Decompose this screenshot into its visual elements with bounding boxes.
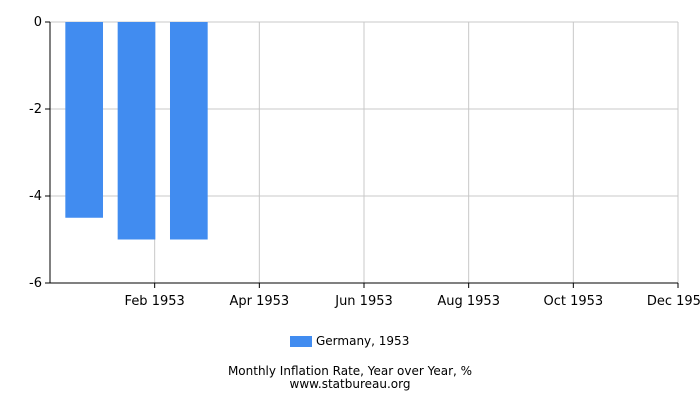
bar-jan-1953 bbox=[65, 22, 104, 218]
source-url[interactable]: www.statbureau.org bbox=[289, 377, 411, 391]
legend: Germany, 1953 bbox=[290, 333, 409, 349]
y-tick-label: -2 bbox=[29, 102, 42, 117]
x-tick-label: Apr 1953 bbox=[229, 294, 289, 309]
legend-label: Germany, 1953 bbox=[316, 334, 410, 348]
x-tick-label: Feb 1953 bbox=[125, 294, 185, 309]
axes bbox=[45, 21, 679, 288]
chart-title: Monthly Inflation Rate, Year over Year, … bbox=[227, 364, 473, 378]
chart: 0 -2 -4 -6 Feb 1953 Apr 1953 Jun 1953 Aug 1953… bbox=[29, 15, 700, 309]
x-tick-label: Oct 1953 bbox=[543, 294, 603, 309]
bar-mar-1953 bbox=[169, 22, 208, 240]
x-tick-label: Jun 1953 bbox=[334, 294, 393, 309]
y-tick-label: -6 bbox=[29, 276, 42, 291]
legend-swatch bbox=[290, 335, 312, 347]
x-tick-label: Aug 1953 bbox=[437, 294, 500, 309]
x-tick-labels: Feb 1953 Apr 1953 Jun 1953 Aug 1953 Oct 1953… bbox=[125, 294, 700, 309]
bar-feb-1953 bbox=[117, 22, 156, 240]
y-tick-label: -4 bbox=[29, 189, 42, 204]
bars bbox=[65, 22, 208, 240]
y-tick-label: 0 bbox=[34, 15, 42, 30]
y-tick-labels: 0 -2 -4 -6 bbox=[29, 15, 42, 291]
x-tick-label: Dec 1953 bbox=[647, 294, 700, 309]
